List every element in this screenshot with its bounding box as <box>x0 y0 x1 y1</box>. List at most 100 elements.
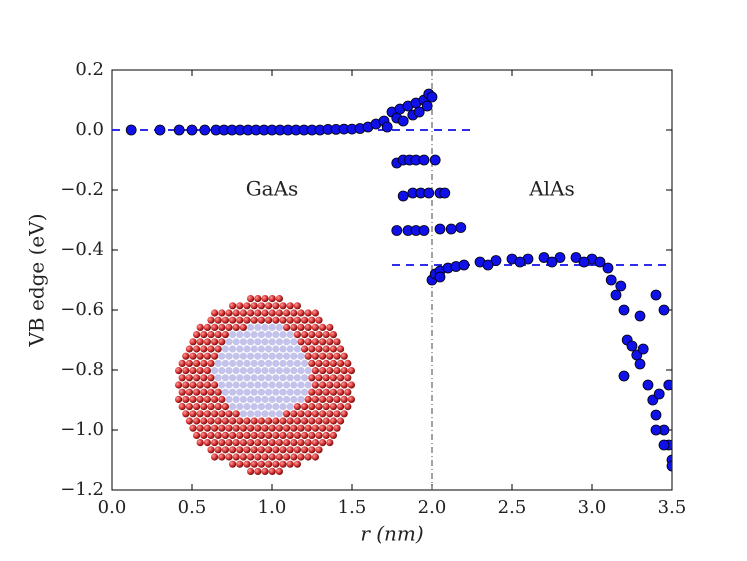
atom <box>247 424 255 432</box>
atom <box>229 417 237 425</box>
atom <box>275 309 283 317</box>
atom <box>229 374 237 382</box>
atom <box>301 359 309 367</box>
atom <box>268 309 276 317</box>
atom <box>214 374 222 382</box>
atom <box>268 424 276 432</box>
atom <box>297 439 305 447</box>
data-point <box>658 439 670 451</box>
data-point <box>426 91 438 103</box>
atom <box>229 359 237 367</box>
atom <box>214 417 222 425</box>
atom <box>333 424 341 432</box>
data-point <box>397 115 409 127</box>
atom <box>196 395 204 403</box>
atom <box>347 395 355 403</box>
atom <box>193 388 201 396</box>
atom <box>221 359 229 367</box>
atom <box>257 431 265 439</box>
data-point <box>653 388 665 400</box>
atom <box>304 338 312 346</box>
atom <box>329 331 337 339</box>
atom <box>214 388 222 396</box>
atom <box>218 323 226 331</box>
atom <box>283 424 291 432</box>
atom <box>301 446 309 454</box>
x-tick-label: 2.0 <box>418 497 447 518</box>
atom <box>283 381 291 389</box>
atom <box>232 323 240 331</box>
atom <box>337 417 345 425</box>
data-point <box>538 252 550 263</box>
atom <box>185 374 193 382</box>
atom <box>293 431 301 439</box>
atom <box>301 316 309 324</box>
atom <box>272 460 280 468</box>
atom <box>214 331 222 339</box>
data-point <box>418 225 430 236</box>
atom <box>214 403 222 411</box>
atom <box>301 345 309 353</box>
atom <box>236 345 244 353</box>
atom <box>272 302 280 310</box>
atom <box>193 431 201 439</box>
atom <box>236 417 244 425</box>
atom <box>329 403 337 411</box>
atom <box>207 431 215 439</box>
atom <box>329 431 337 439</box>
atom <box>257 345 265 353</box>
atom <box>311 439 319 447</box>
atom <box>319 367 327 375</box>
atom <box>286 316 294 324</box>
atom <box>218 424 226 432</box>
atom <box>301 374 309 382</box>
atom <box>293 331 301 339</box>
y-tick-label: −0.2 <box>60 179 104 200</box>
data-point <box>610 289 622 301</box>
atom <box>182 381 190 389</box>
atom <box>207 316 215 324</box>
data-point <box>602 262 614 274</box>
atom <box>279 431 287 439</box>
x-tick-label: 0.5 <box>178 497 207 518</box>
atom <box>257 374 265 382</box>
data-point <box>490 255 502 266</box>
atom <box>268 453 276 461</box>
atom <box>247 467 255 475</box>
atom <box>239 309 247 317</box>
atom <box>257 446 265 454</box>
atom <box>250 374 258 382</box>
atom <box>193 331 201 339</box>
atom <box>229 403 237 411</box>
atom <box>229 345 237 353</box>
atom <box>286 403 294 411</box>
atom <box>175 381 183 389</box>
atom <box>311 338 319 346</box>
atom <box>221 431 229 439</box>
atom <box>279 417 287 425</box>
atom <box>319 352 327 360</box>
x-tick-label: 0.0 <box>98 497 127 518</box>
atom <box>211 453 219 461</box>
atom <box>315 345 323 353</box>
atom <box>286 388 294 396</box>
atom <box>329 359 337 367</box>
atom <box>265 345 273 353</box>
atom <box>301 331 309 339</box>
atom <box>254 323 262 331</box>
data-point <box>125 124 137 136</box>
atom <box>301 417 309 425</box>
atom <box>315 388 323 396</box>
atom <box>326 395 334 403</box>
atom <box>261 467 269 475</box>
atom <box>326 338 334 346</box>
atom <box>182 395 190 403</box>
atom <box>211 323 219 331</box>
atom <box>283 395 291 403</box>
x-tick-label: 2.5 <box>498 497 527 518</box>
atom <box>239 367 247 375</box>
atom <box>203 352 211 360</box>
atom <box>236 374 244 382</box>
atom <box>308 374 316 382</box>
atom <box>232 395 240 403</box>
